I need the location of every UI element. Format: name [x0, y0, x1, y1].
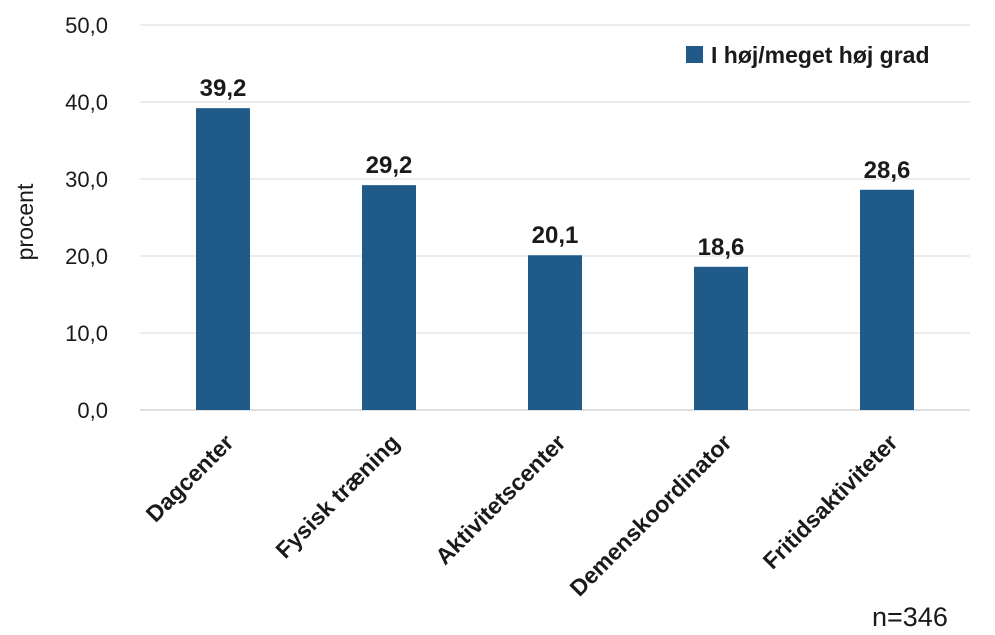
gridlines	[140, 24, 970, 334]
y-tick-label: 20,0	[65, 244, 108, 269]
y-tick-label: 50,0	[65, 13, 108, 38]
data-label: 20,1	[532, 222, 579, 249]
bar	[528, 255, 582, 410]
legend-label: I høj/meget høj grad	[711, 42, 930, 68]
x-tick-label: Demenskoordinator	[565, 429, 737, 601]
bar	[694, 266, 748, 410]
bar	[196, 108, 250, 410]
y-tick-label: 10,0	[65, 321, 108, 346]
category-labels: Dagcenter Fysisk træning AktivitetscenterD…	[141, 429, 903, 601]
legend: I høj/meget høj grad	[686, 42, 930, 68]
bar	[860, 189, 914, 410]
data-label: 39,2	[200, 75, 247, 102]
y-tick-label: 40,0	[65, 90, 108, 115]
data-label: 18,6	[698, 234, 745, 261]
data-label: 29,2	[366, 152, 413, 179]
y-axis-ticks: 0,0 10,0 20,0 30,0 40,0 50,0	[65, 13, 108, 423]
x-tick-label: Fritidsaktiviteter	[758, 429, 903, 574]
sample-size-note: n=346	[872, 602, 948, 632]
bar	[362, 185, 416, 410]
bars	[196, 108, 914, 410]
x-tick-label: Aktivitetscenter	[430, 429, 570, 569]
y-axis-title: procent	[12, 183, 38, 260]
x-tick-label: Dagcenter	[141, 429, 239, 527]
y-tick-label: 0,0	[77, 398, 108, 423]
x-tick-label: Fysisk træning	[270, 429, 404, 563]
legend-swatch	[686, 46, 703, 63]
y-tick-label: 30,0	[65, 167, 108, 192]
data-labels: 39,2 29,2 20,1 18,6 28,6	[200, 75, 911, 261]
data-label: 28,6	[864, 157, 911, 184]
